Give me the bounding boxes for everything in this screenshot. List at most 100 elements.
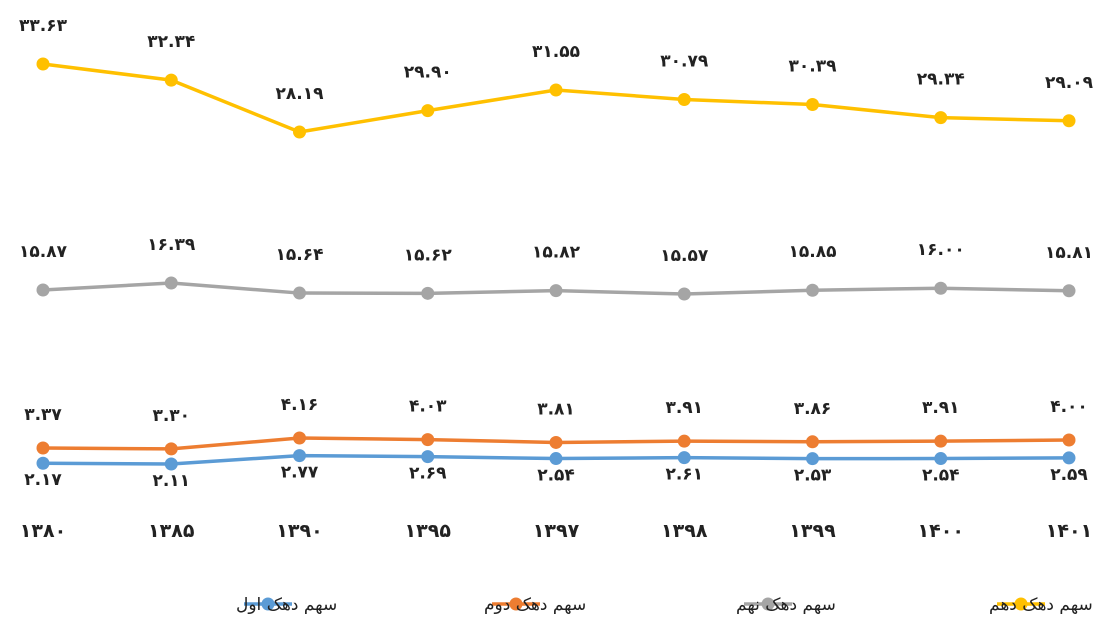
legend-marker [1014, 597, 1028, 611]
legend-item: سهم دهک اول [236, 595, 337, 615]
data-label: ۲.۱۷ [24, 470, 62, 490]
data-label: ۳۲.۳۴ [147, 32, 195, 52]
x-tick-label: ۱۴۰۱ [1046, 520, 1092, 542]
data-label: ۴.۰۰ [1050, 397, 1088, 417]
data-point [164, 442, 178, 456]
data-label: ۲.۵۴ [922, 466, 960, 486]
data-label: ۲۹.۹۰ [404, 63, 452, 83]
data-point [421, 104, 435, 118]
data-point [36, 441, 50, 455]
data-point [677, 93, 691, 106]
data-point [806, 452, 819, 466]
data-label: ۱۶.۰۰ [917, 240, 965, 260]
x-axis-ticks: ۱۳۸۰ ۱۳۸۵ ۱۳۹۰ ۱۳۹۵ ۱۳۹۷ ۱۳۹۸ ۱۳۹۹ ۱۴۰۰ ۱۴۰۱ [20, 520, 1092, 542]
data-label: ۱۵.۸۱ [1045, 243, 1093, 263]
data-point [164, 73, 178, 87]
data-point [293, 125, 306, 139]
series-layer [36, 57, 1076, 471]
data-point [806, 283, 819, 297]
data-point [36, 283, 50, 297]
data-label: ۲.۵۳ [794, 466, 832, 486]
data-label: ۲.۷۷ [281, 463, 319, 483]
data-label: ۱۵.۸۷ [19, 242, 68, 262]
data-point [677, 434, 691, 448]
series-3 [36, 276, 1076, 301]
data-point [934, 281, 948, 295]
x-tick-label: ۱۳۹۵ [405, 520, 452, 542]
data-point [934, 111, 948, 125]
legend-item: سهم دهک دوم [484, 595, 586, 615]
data-point [293, 431, 306, 445]
legend-marker [761, 597, 775, 611]
data-label-layer: ۲.۱۷ ۲.۱۱ ۲.۷۷ ۲.۶۹ ۲.۵۴ ۲.۶۱ ۲.۵۳ ۲.۵۴ ۲.۵۹ ۳.۳۷… [19, 16, 1094, 491]
data-label: ۱۵.۸۲ [532, 243, 581, 263]
data-label: ۲.۱۱ [152, 471, 190, 491]
data-point [934, 434, 948, 448]
data-label: ۴.۰۳ [409, 397, 447, 417]
data-point [1062, 433, 1076, 447]
data-point [36, 456, 50, 470]
data-label: ۳۰.۷۹ [660, 52, 709, 72]
data-label: ۱۵.۵۷ [660, 246, 709, 266]
data-point [421, 450, 435, 464]
data-point [164, 276, 178, 290]
data-label: ۲.۵۹ [1050, 465, 1088, 485]
data-label: ۳.۹۱ [665, 398, 703, 418]
data-label: ۱۵.۸۵ [789, 242, 837, 262]
legend-item: سهم دهک نهم [736, 595, 836, 615]
data-point [36, 57, 50, 71]
legend-label: سهم دهک دوم [484, 595, 586, 615]
data-label: ۳.۳۷ [24, 405, 62, 425]
x-tick-label: ۱۳۹۹ [789, 520, 836, 542]
data-label: ۳۱.۵۵ [532, 42, 580, 62]
data-point [549, 435, 563, 449]
data-point [293, 286, 306, 300]
legend-label: سهم دهک نهم [736, 595, 836, 615]
legend-label: سهم دهک اول [236, 595, 337, 615]
series-line [42, 62, 1070, 134]
data-point [549, 83, 563, 97]
legend-label: سهم دهک دهم [989, 595, 1093, 615]
x-tick-label: ۱۳۹۷ [533, 520, 580, 542]
data-label: ۱۶.۳۹ [147, 235, 196, 255]
data-label: ۲.۶۱ [665, 465, 703, 485]
data-label: ۲.۶۹ [409, 464, 447, 484]
data-label: ۳۰.۳۹ [789, 57, 838, 77]
data-label: ۳۳.۶۳ [19, 16, 68, 36]
data-label: ۳.۹۱ [922, 398, 960, 418]
data-point [421, 433, 435, 447]
data-point [549, 284, 563, 298]
data-label: ۲۹.۳۴ [917, 70, 965, 90]
data-label: ۲۸.۱۹ [276, 84, 325, 104]
x-tick-label: ۱۳۸۵ [148, 520, 195, 542]
data-label: ۳.۳۰ [152, 406, 190, 426]
data-point [1062, 284, 1076, 298]
data-point [677, 287, 691, 301]
legend: سهم دهک دهم سهم دهک نهم سهم دهک دوم سهم دهک… [236, 595, 1093, 615]
x-tick-label: ۱۳۸۰ [20, 520, 66, 542]
data-point [806, 435, 819, 449]
legend-item: سهم دهک دهم [989, 595, 1093, 615]
legend-marker [509, 597, 523, 611]
data-label: ۲۹.۰۹ [1045, 73, 1094, 93]
x-tick-label: ۱۴۰۰ [918, 520, 964, 542]
data-point [164, 457, 178, 471]
data-label: ۱۵.۶۲ [404, 245, 453, 265]
series-1 [36, 449, 1076, 471]
data-point [806, 98, 819, 111]
data-point [421, 286, 435, 300]
data-label: ۳.۸۶ [794, 399, 832, 419]
legend-marker [261, 597, 275, 611]
series-4 [36, 57, 1076, 139]
data-point [934, 452, 948, 466]
series-2 [36, 431, 1076, 456]
data-point [1062, 451, 1076, 465]
x-tick-label: ۱۳۹۸ [661, 520, 708, 542]
data-label: ۳.۸۱ [537, 399, 575, 419]
data-label: ۴.۱۶ [281, 395, 319, 415]
data-point [677, 451, 691, 465]
data-point [293, 449, 306, 463]
data-point [1062, 114, 1076, 128]
